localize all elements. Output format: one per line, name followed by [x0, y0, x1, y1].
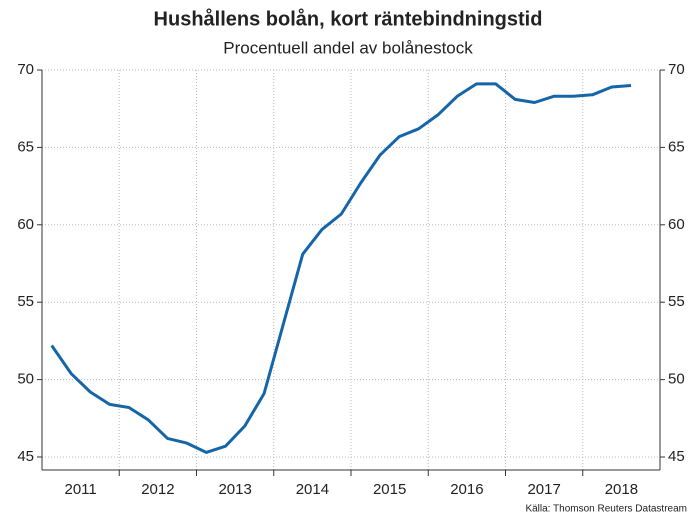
y-tick-label: 60	[17, 216, 34, 233]
chart-title: Hushållens bolån, kort räntebindningstid	[154, 7, 543, 30]
y-tick-label: 70	[17, 61, 34, 78]
y-tick-label: 65	[17, 138, 34, 155]
y2-tick-label: 55	[668, 293, 685, 310]
x-tick-label: 2011	[64, 481, 96, 498]
chart-subtitle: Procentuell andel av bolånestock	[223, 38, 473, 57]
x-tick-label: 2014	[296, 481, 329, 498]
source: Källa: Thomson Reuters Datastream	[525, 504, 687, 515]
y2-tick-label: 45	[668, 448, 685, 465]
data-line	[50, 82, 632, 454]
x-tick-label: 2018	[605, 481, 638, 498]
y2-tick-label: 65	[668, 138, 685, 155]
y2-tick-label: 50	[668, 371, 685, 388]
y2-tick-label: 70	[668, 61, 685, 78]
x-tick-label: 2015	[373, 481, 406, 498]
x-tick-label: 2013	[218, 481, 251, 498]
x-tick-label: 2012	[141, 481, 174, 498]
x-tick-label: 2017	[527, 481, 560, 498]
x-tick-label: 2016	[450, 481, 483, 498]
y-tick-label: 55	[17, 293, 34, 310]
y-tick-label: 45	[17, 448, 34, 465]
y-tick-label: 50	[17, 371, 34, 388]
y2-tick-label: 60	[668, 216, 685, 233]
